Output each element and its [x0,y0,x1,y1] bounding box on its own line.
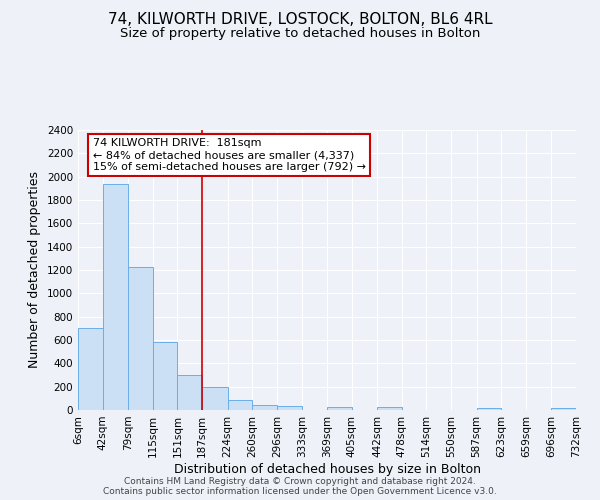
X-axis label: Distribution of detached houses by size in Bolton: Distribution of detached houses by size … [173,462,481,475]
Text: Contains public sector information licensed under the Open Government Licence v3: Contains public sector information licen… [103,488,497,496]
Text: 74, KILWORTH DRIVE, LOSTOCK, BOLTON, BL6 4RL: 74, KILWORTH DRIVE, LOSTOCK, BOLTON, BL6… [107,12,493,28]
Bar [78,328,103,410]
Bar [227,400,252,410]
Bar [377,407,402,410]
Text: Size of property relative to detached houses in Bolton: Size of property relative to detached ho… [120,28,480,40]
Bar [277,406,302,410]
Bar [103,184,128,410]
Bar [551,408,576,410]
Y-axis label: Number of detached properties: Number of detached properties [28,172,41,368]
Bar [327,406,352,410]
Bar [153,342,178,410]
Bar [178,375,202,410]
Bar [252,405,277,410]
Bar [476,408,501,410]
Bar [202,386,227,410]
Bar [128,266,153,410]
Text: 74 KILWORTH DRIVE:  181sqm
← 84% of detached houses are smaller (4,337)
15% of s: 74 KILWORTH DRIVE: 181sqm ← 84% of detac… [93,138,366,172]
Text: Contains HM Land Registry data © Crown copyright and database right 2024.: Contains HM Land Registry data © Crown c… [124,478,476,486]
